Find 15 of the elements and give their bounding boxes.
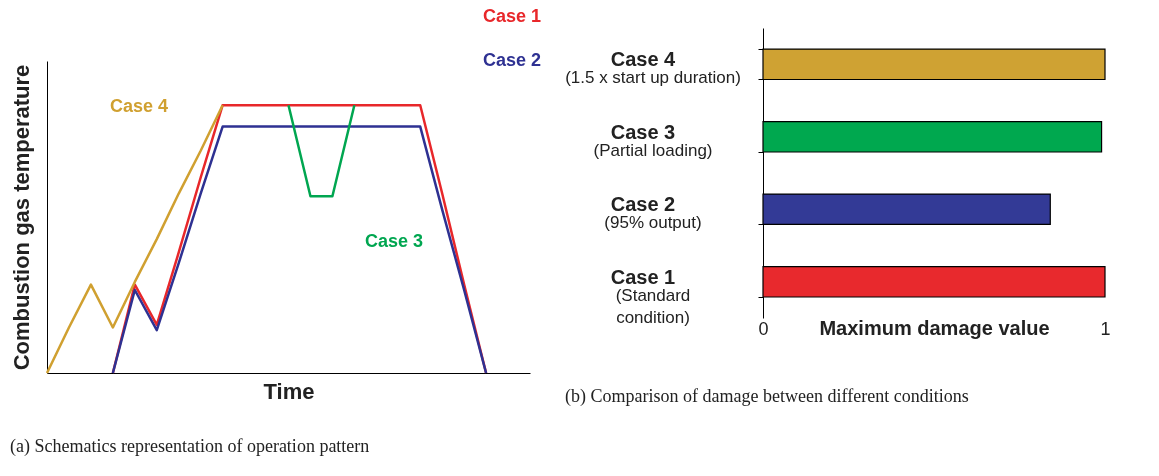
x-tick-label: 0 — [758, 318, 769, 339]
text: Case 3 — [365, 231, 424, 251]
text: Case 1 — [483, 6, 542, 26]
x-tick-label: 1 — [1100, 318, 1111, 339]
category-label: Case 4 (1.5 x start up duration) — [565, 48, 741, 88]
x-axis-title: Time — [263, 378, 315, 404]
category-label: Case 1 (Standard condition) — [610, 265, 691, 327]
x-axis-title: Maximum damage value — [819, 316, 1050, 339]
category-label: Case 3 (Partial loading) — [593, 120, 713, 160]
y-axis-title: Combustion gas temperature — [8, 64, 34, 371]
text: Case 2 — [483, 50, 542, 70]
text: (b) Comparison of damage between different conditions — [565, 386, 969, 407]
text: Case 4 — [110, 96, 169, 116]
text: (a) Schematics representation of operation pattern — [10, 436, 370, 457]
category-label: Case 2 (95% output) — [604, 193, 702, 233]
